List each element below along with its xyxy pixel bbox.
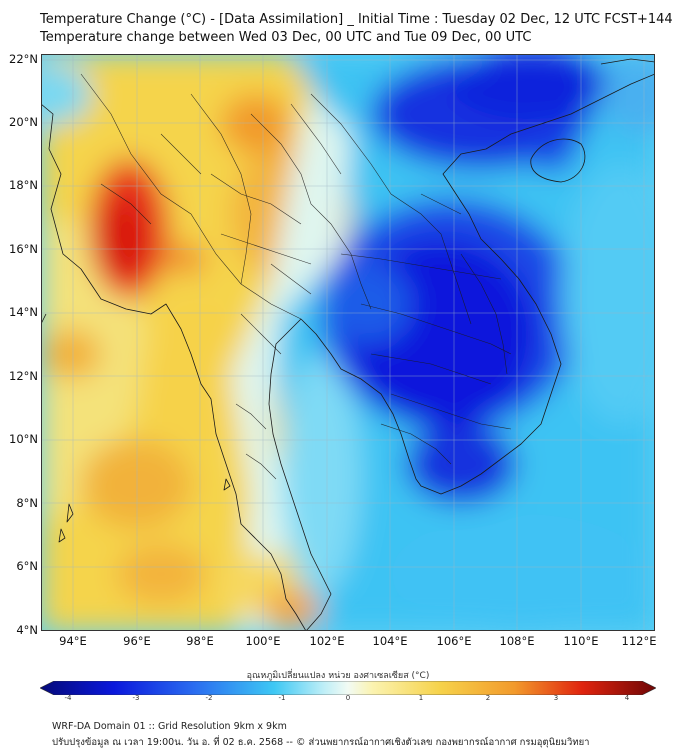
map-svg bbox=[41, 54, 655, 631]
temperature-change-map bbox=[41, 54, 655, 631]
lat-label-16: 16°N bbox=[9, 242, 38, 256]
lon-label-106: 106°E bbox=[436, 634, 472, 648]
colorbar-svg bbox=[39, 680, 657, 696]
footer-credit: ปรับปรุงข้อมูล ณ เวลา 19:00น. วัน อ. ที่… bbox=[52, 737, 590, 748]
lat-label-6: 6°N bbox=[16, 559, 38, 573]
chart-subtitle: Temperature change between Wed 03 Dec, 0… bbox=[40, 30, 532, 45]
lat-label-22: 22°N bbox=[9, 52, 38, 66]
lat-label-4: 4°N bbox=[16, 623, 38, 637]
graticule bbox=[41, 54, 655, 631]
lon-label-98: 98°E bbox=[186, 634, 214, 648]
lon-label-100: 100°E bbox=[245, 634, 281, 648]
lat-label-10: 10°N bbox=[9, 432, 38, 446]
lat-label-14: 14°N bbox=[9, 305, 38, 319]
colorbar-tick: -4 bbox=[64, 694, 72, 702]
colorbar-tick: 3 bbox=[553, 694, 559, 702]
lat-label-12: 12°N bbox=[9, 369, 38, 383]
lon-label-96: 96°E bbox=[123, 634, 151, 648]
colorbar-title: อุณหภูมิเปลี่ยนแปลง หน่วย องศาเซลเซียส (… bbox=[246, 671, 430, 681]
colorbar-tick: 2 bbox=[485, 694, 491, 702]
lon-label-108: 108°E bbox=[499, 634, 535, 648]
lat-label-20: 20°N bbox=[9, 115, 38, 129]
lon-label-102: 102°E bbox=[309, 634, 345, 648]
lon-label-104: 104°E bbox=[372, 634, 408, 648]
colorbar-tick: -2 bbox=[205, 694, 213, 702]
colorbar bbox=[39, 680, 657, 696]
chart-title: Temperature Change (°C) - [Data Assimila… bbox=[40, 12, 673, 27]
colorbar-tick: 4 bbox=[624, 694, 630, 702]
lon-label-112: 112°E bbox=[621, 634, 657, 648]
colorbar-tick: -3 bbox=[132, 694, 140, 702]
lat-label-8: 8°N bbox=[16, 496, 38, 510]
borders bbox=[80, 73, 512, 480]
lon-label-94: 94°E bbox=[59, 634, 87, 648]
colorbar-tick: 0 bbox=[345, 694, 351, 702]
lon-label-110: 110°E bbox=[563, 634, 599, 648]
lat-label-18: 18°N bbox=[9, 178, 38, 192]
footer-model-info: WRF-DA Domain 01 :: Grid Resolution 9km … bbox=[52, 721, 287, 732]
coastlines bbox=[41, 58, 655, 631]
colorbar-tick: 1 bbox=[418, 694, 424, 702]
colorbar-tick: -1 bbox=[278, 694, 286, 702]
temperature-field bbox=[41, 54, 655, 631]
